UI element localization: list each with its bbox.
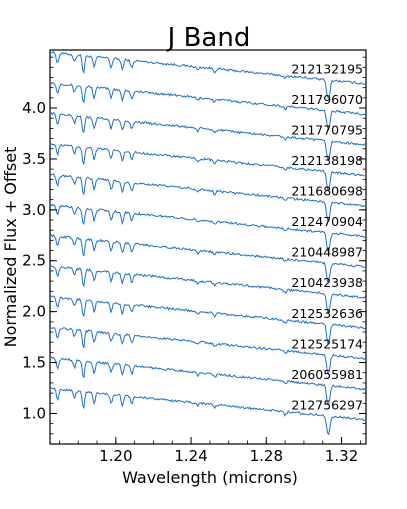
spectrum-id-label: 211680698 bbox=[291, 184, 363, 199]
series-label-layer: 212132195 211796070 211770795 212138198 2116… bbox=[291, 61, 363, 412]
x-tick-label: 1.28 bbox=[250, 447, 283, 465]
spectrum-id-label: 206055981 bbox=[291, 367, 363, 382]
x-axis-ticks: 1.20 1.24 1.28 1.32 bbox=[59, 437, 361, 465]
x-tick-label: 1.32 bbox=[325, 447, 358, 465]
y-tick-label: 3.5 bbox=[22, 150, 46, 168]
spectrum-line bbox=[49, 81, 367, 130]
spectrum-id-label: 211796070 bbox=[291, 92, 363, 107]
y-tick-label: 1.5 bbox=[22, 354, 46, 372]
spectrum-line bbox=[49, 233, 367, 283]
spectrum-line bbox=[49, 265, 367, 314]
y-axis-ticks: 1.0 1.5 2.0 2.5 3.0 3.5 4.0 bbox=[22, 56, 366, 435]
x-tick-label: 1.24 bbox=[174, 447, 207, 465]
spectrum-id-label: 212138198 bbox=[291, 153, 363, 168]
spectrum-line bbox=[49, 173, 367, 223]
spectrum-line bbox=[49, 111, 367, 161]
spectrum-line bbox=[49, 356, 367, 406]
y-tick-label: 2.0 bbox=[22, 303, 46, 321]
spectrum-id-label: 212525174 bbox=[291, 336, 363, 351]
plot-area: 212132195 211796070 211770795 212138198 2116… bbox=[22, 49, 367, 465]
y-tick-label: 3.0 bbox=[22, 201, 46, 219]
spectrum-line bbox=[49, 50, 367, 99]
spectrum-id-label: 212132195 bbox=[291, 61, 363, 76]
plot-frame bbox=[49, 49, 367, 445]
spectrum-line bbox=[49, 295, 367, 345]
spectrum-id-label: 210423938 bbox=[291, 275, 363, 290]
spectrum-line bbox=[49, 327, 367, 375]
spectrum-line bbox=[49, 203, 367, 253]
x-axis-label: Wavelength (microns) bbox=[122, 468, 298, 487]
x-tick-label: 1.20 bbox=[99, 447, 132, 465]
spectrum-id-label: 212756297 bbox=[291, 397, 363, 412]
spectrum-line bbox=[49, 387, 367, 436]
y-tick-label: 2.5 bbox=[22, 252, 46, 270]
chart-title: J Band bbox=[166, 23, 251, 53]
series-layer bbox=[49, 50, 367, 436]
spectrum-id-label: 211770795 bbox=[291, 123, 363, 138]
y-axis-label: Normalized Flux + Offset bbox=[1, 147, 20, 348]
spectrum-id-label: 210448987 bbox=[291, 245, 363, 260]
spectrum-id-label: 212532636 bbox=[291, 306, 363, 321]
spectrum-id-label: 212470904 bbox=[291, 214, 363, 229]
y-tick-label: 1.0 bbox=[22, 404, 46, 422]
y-tick-label: 4.0 bbox=[22, 99, 46, 117]
spectrum-line bbox=[49, 143, 367, 192]
